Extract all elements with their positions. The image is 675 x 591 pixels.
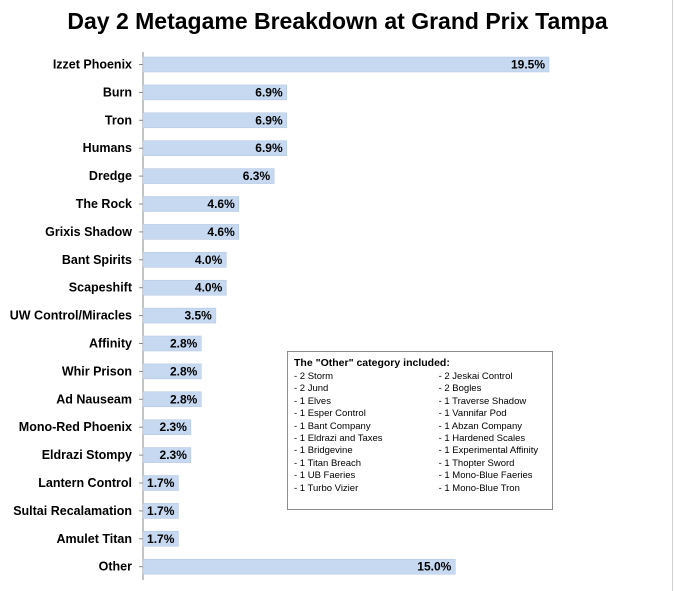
category-label: Other	[99, 560, 132, 574]
data-label: 4.0%	[195, 253, 223, 267]
data-label: 15.0%	[417, 560, 451, 574]
category-label: Izzet Phoenix	[53, 58, 132, 72]
data-label: 2.8%	[170, 337, 198, 351]
other-list-item: - 1 Turbo Vizier	[294, 482, 359, 494]
category-label: Eldrazi Stompy	[42, 448, 132, 462]
other-list-item: - 1 Eldrazi and Taxes	[294, 433, 383, 445]
other-list-item: - 2 Storm	[294, 371, 334, 382]
category-label: The Rock	[76, 197, 132, 211]
other-list-item: - 1 Experimental Affinity	[438, 445, 539, 457]
category-label: Affinity	[89, 337, 132, 351]
category-label: Burn	[103, 85, 132, 99]
other-list-item: - 2 Jeskai Control	[438, 371, 513, 382]
category-label: Amulet Titan	[57, 532, 132, 546]
category-label: UW Control/Miracles	[10, 309, 132, 323]
other-list-item: - 1 Elves	[294, 395, 331, 407]
data-label: 1.7%	[147, 532, 175, 546]
other-list-item: - 1 Mono-Blue Tron	[438, 482, 520, 494]
category-label: Tron	[105, 113, 132, 127]
data-label: 6.9%	[255, 85, 283, 99]
data-label: 2.3%	[160, 420, 188, 434]
data-label: 4.0%	[195, 281, 223, 295]
data-label: 2.8%	[170, 392, 198, 406]
other-list-item: - 1 Abzan Company	[438, 420, 522, 432]
other-list-item: - 1 Traverse Shadow	[438, 395, 527, 407]
category-label: Grixis Shadow	[45, 225, 132, 239]
other-list-item: - 2 Jund	[294, 383, 329, 395]
other-list-item: - 1 Thopter Sword	[438, 457, 515, 469]
data-label: 6.3%	[243, 169, 271, 183]
category-label: Humans	[83, 141, 132, 155]
data-label: 2.8%	[170, 364, 198, 378]
category-label: Scapeshift	[69, 281, 133, 295]
divider	[672, 0, 673, 591]
category-label: Mono-Red Phoenix	[19, 420, 132, 434]
other-list-item: - 1 Titan Breach	[294, 457, 362, 469]
data-label: 6.9%	[255, 141, 283, 155]
other-list-item: - 1 Mono-Blue Faeries	[438, 470, 533, 482]
other-list-item: - 1 Bridgevine	[294, 445, 353, 457]
category-label: Ad Nauseam	[56, 392, 132, 406]
category-label: Dredge	[89, 169, 132, 183]
data-label: 1.7%	[147, 504, 175, 518]
data-label: 6.9%	[255, 113, 283, 127]
other-right-column: - 2 Jeskai Control - 2 Bogles - 1 Traverse…	[439, 371, 546, 495]
category-label: Bant Spirits	[62, 253, 132, 267]
data-label: 1.7%	[147, 476, 175, 490]
data-label: 4.6%	[207, 225, 235, 239]
category-label: Whir Prison	[62, 364, 132, 378]
data-label: 4.6%	[207, 197, 235, 211]
other-list-item: - 2 Bogles	[438, 383, 482, 395]
category-label: Sultai Recalamation	[13, 504, 132, 518]
other-list-item: - 1 Vannifar Pod	[438, 408, 507, 420]
other-list-item: - 1 Hardened Scales	[438, 433, 526, 445]
other-box-title: The "Other" category included:	[294, 357, 450, 369]
category-label: Lantern Control	[38, 476, 132, 490]
chart-title: Day 2 Metagame Breakdown at Grand Prix T…	[67, 8, 608, 34]
other-list-item: - 1 UB Faeries	[294, 470, 356, 482]
other-left-column: - 2 Storm - 2 Jund - 1 Elves - 1 Esper Cont…	[294, 371, 439, 495]
other-list-item: - 1 Bant Company	[294, 420, 371, 432]
other-category-box: The "Other" category included: - 2 Storm…	[287, 351, 553, 510]
bar	[142, 558, 456, 575]
data-label: 19.5%	[511, 58, 545, 72]
data-label: 3.5%	[185, 309, 213, 323]
data-label: 2.3%	[160, 448, 188, 462]
bar	[142, 56, 550, 73]
other-list-item: - 1 Esper Control	[294, 408, 366, 420]
